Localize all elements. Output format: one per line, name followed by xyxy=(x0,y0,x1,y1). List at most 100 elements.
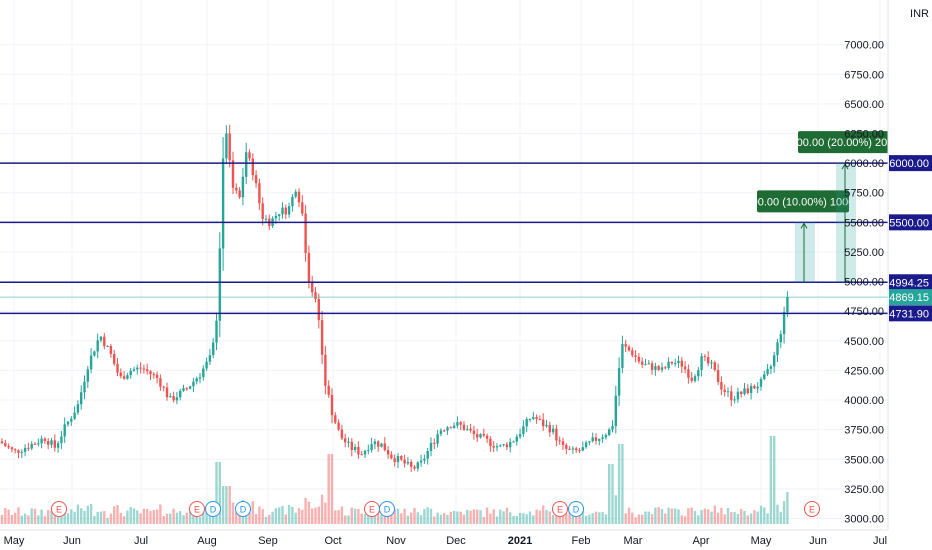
volume-bar xyxy=(192,514,195,524)
candle-body xyxy=(132,369,136,371)
candle-body xyxy=(297,191,301,203)
volume-bar xyxy=(33,508,37,524)
earnings-event-icon[interactable]: E xyxy=(364,501,380,517)
candle-body xyxy=(212,342,215,356)
candle-body xyxy=(324,354,327,386)
candle-body xyxy=(334,415,337,423)
volume-bar xyxy=(700,510,703,524)
candle-body xyxy=(664,367,667,369)
candle-body xyxy=(568,448,571,450)
candle-body xyxy=(532,417,535,419)
candle-body xyxy=(390,454,393,459)
volume-bar xyxy=(17,507,20,524)
earnings-event-icon[interactable]: E xyxy=(189,501,205,517)
candle-body xyxy=(122,376,126,379)
volume-bar xyxy=(363,514,367,524)
candle-body xyxy=(782,312,786,335)
candle-body xyxy=(485,435,489,439)
dividend-event-icon[interactable]: D xyxy=(568,501,584,517)
volume-bar xyxy=(268,514,271,524)
candle-body xyxy=(499,445,502,447)
volume-bar xyxy=(132,508,136,524)
volume-bar xyxy=(340,506,344,524)
volume-bar xyxy=(548,511,551,524)
time-axis[interactable]: May Jun Jul Aug Sep Oct Nov Dec 2021 Feb Mar Apr May… xyxy=(4,535,887,547)
volume-bar xyxy=(261,509,264,524)
volume-bar xyxy=(518,512,522,524)
volume-bar xyxy=(413,508,416,524)
volume-bar xyxy=(53,510,56,524)
price-targets[interactable]: 500.00 (10.00%) 10000 1000.00 (20.00%) 20… xyxy=(746,131,906,283)
candle-body xyxy=(466,428,469,430)
volume-bar xyxy=(304,498,307,524)
candle-body xyxy=(403,459,406,464)
volume-bar xyxy=(347,515,350,524)
candle-body xyxy=(472,430,476,435)
time-tick-label: Jun xyxy=(63,535,81,547)
volume-bar xyxy=(396,508,400,524)
volume-bar xyxy=(70,509,73,524)
volume-bar xyxy=(499,509,502,524)
candle-body xyxy=(598,439,601,441)
candle-body xyxy=(179,390,182,398)
candle-body xyxy=(278,214,281,216)
earnings-event-icon[interactable]: E xyxy=(552,501,568,517)
volume-bar xyxy=(683,516,687,524)
candle-body xyxy=(327,385,330,395)
horizontal-levels[interactable] xyxy=(0,162,888,315)
earnings-event-icon[interactable]: E xyxy=(51,501,67,517)
volume-bar xyxy=(386,514,390,524)
candle-body xyxy=(575,448,578,451)
volume-bar xyxy=(429,508,433,524)
price-tick-label: 3500.00 xyxy=(844,454,884,466)
volume-bar xyxy=(225,486,228,524)
target-zone[interactable] xyxy=(795,222,815,283)
volume-bar xyxy=(103,511,106,524)
target-zone[interactable] xyxy=(836,163,856,283)
candle-body xyxy=(416,462,419,469)
candle-body xyxy=(254,175,258,184)
candle-body xyxy=(459,422,462,425)
candle-body xyxy=(294,191,297,197)
target-label-box xyxy=(798,131,892,154)
candle-body xyxy=(476,434,479,438)
volume-bar xyxy=(139,513,142,524)
dividend-event-icon[interactable]: D xyxy=(235,501,251,517)
candle-body xyxy=(23,447,27,452)
candle-body xyxy=(136,367,139,370)
volume-bar xyxy=(538,510,542,524)
candle-body xyxy=(657,366,660,370)
candle-body xyxy=(119,372,122,377)
earnings-event-icon[interactable]: E xyxy=(804,501,820,517)
volume-bar xyxy=(614,495,617,524)
volume-bar xyxy=(690,507,693,524)
volume-bar xyxy=(776,504,779,524)
price-tick-label: 4500.00 xyxy=(844,336,884,348)
volume-bar xyxy=(30,508,33,524)
dividend-event-icon[interactable]: D xyxy=(205,501,221,517)
candle-body xyxy=(350,441,353,450)
volume-bar xyxy=(373,515,377,524)
volume-bar xyxy=(426,507,429,524)
candle-body xyxy=(198,377,202,379)
volume-bar xyxy=(393,509,396,524)
volume-bar xyxy=(419,515,423,524)
price-axis[interactable]: 3000.00 3250.00 3500.00 3750.00 4000.00 4250.… xyxy=(844,40,884,526)
candle-body xyxy=(337,422,340,430)
volume-bar xyxy=(93,516,96,524)
volume-bar xyxy=(106,517,109,524)
candle-body xyxy=(469,428,472,431)
volume-bar xyxy=(344,515,347,524)
volume-bar xyxy=(505,507,509,524)
volume-bar xyxy=(357,508,360,524)
volume-bar xyxy=(155,509,159,524)
volume-bar xyxy=(324,502,327,524)
volume-bar xyxy=(763,507,766,524)
candle-body xyxy=(175,397,179,401)
volume-bar xyxy=(165,513,169,524)
candle-body xyxy=(495,446,499,448)
dividend-event-icon[interactable]: D xyxy=(379,501,395,517)
volume-bar xyxy=(301,509,304,524)
